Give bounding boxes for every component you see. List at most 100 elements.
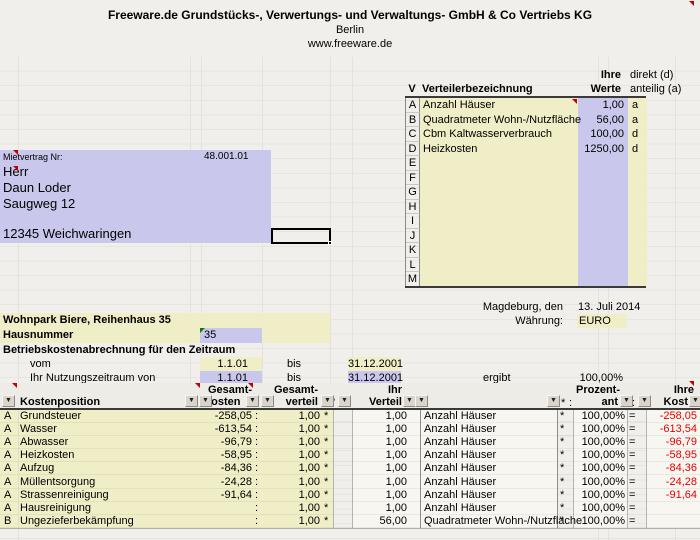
cost-cell-ihrverteil[interactable]: 1,00: [385, 475, 407, 488]
cost-cell-star1[interactable]: *: [324, 514, 329, 527]
verteiler-row-key[interactable]: L: [406, 257, 420, 273]
filter-dropdown-button[interactable]: ▼: [246, 395, 259, 407]
cost-cell-ihrekosten[interactable]: -84,36: [665, 462, 697, 475]
verteiler-col-bezeichnung[interactable]: Verteilerbezeichnung: [422, 83, 533, 95]
currency-label[interactable]: Währung:: [515, 315, 563, 327]
cost-cell-ihrverteil[interactable]: 1,00: [385, 462, 407, 475]
cost-cell-equals[interactable]: =: [629, 410, 636, 422]
cost-cell-colon[interactable]: :: [255, 488, 259, 501]
verteiler-row-value[interactable]: 100,00: [590, 128, 624, 141]
header-gesamt-verteil-1[interactable]: Gesamt-: [273, 384, 318, 396]
cost-cell-star1[interactable]: *: [324, 436, 329, 449]
vom-from-cell[interactable]: 1.1.01: [200, 357, 262, 371]
cost-cell-star2[interactable]: *: [560, 449, 565, 462]
header-gesamt-kosten-1[interactable]: Gesamt-: [208, 384, 253, 396]
cost-cell-colon[interactable]: :: [255, 423, 259, 436]
cost-cell-gesamtkosten[interactable]: -24,28: [220, 475, 252, 488]
header-gesamt-verteil-2[interactable]: verteil: [285, 396, 318, 408]
cost-cell-letter[interactable]: B: [4, 514, 12, 527]
cost-cell-prozent[interactable]: 100,00%: [581, 410, 625, 422]
selected-cell[interactable]: [271, 228, 332, 245]
header-prozent-1[interactable]: Prozent-: [576, 384, 620, 396]
cost-cell-ihrekosten[interactable]: -58,95: [665, 449, 697, 462]
cost-cell-gesamtverteil[interactable]: 1,00: [298, 501, 320, 514]
cost-cell-equals[interactable]: =: [629, 436, 636, 449]
cost-cell-verteiler[interactable]: Anzahl Häuser: [424, 410, 497, 422]
company-name[interactable]: Freeware.de Grundstücks-, Verwertungs- u…: [107, 8, 593, 22]
header-ihr-verteil-1[interactable]: Ihr: [387, 384, 402, 396]
cost-cell-verteiler[interactable]: Anzahl Häuser: [424, 449, 497, 462]
verteiler-row-key[interactable]: H: [406, 199, 420, 215]
header-gesamt-kosten-2[interactable]: kosten: [205, 396, 241, 408]
filter-dropdown-button[interactable]: ▼: [261, 395, 274, 407]
nutzung-to-cell[interactable]: 31.12.2001: [348, 371, 404, 385]
verteiler-row-key[interactable]: D: [406, 141, 420, 157]
filter-dropdown-button[interactable]: ▼: [2, 395, 15, 407]
header-ihre-kost-2[interactable]: Kost: [663, 396, 688, 408]
filter-dropdown-button[interactable]: ▼: [638, 395, 651, 407]
tenant-city[interactable]: 12345 Weichwaringen: [3, 226, 132, 241]
cost-cell-ihrekosten[interactable]: -96,79: [665, 436, 697, 449]
company-website[interactable]: www.freeware.de: [307, 38, 393, 50]
cost-cell-gesamtkosten[interactable]: -58,95: [220, 449, 252, 462]
verteiler-row-key[interactable]: K: [406, 243, 420, 258]
cost-cell-equals[interactable]: =: [629, 475, 636, 488]
cost-cell-gesamtkosten[interactable]: -613,54: [214, 423, 252, 436]
cost-cell-equals[interactable]: =: [629, 501, 636, 514]
cost-cell-name[interactable]: Hausreinigung: [20, 501, 91, 514]
verteiler-row-mode[interactable]: a: [632, 113, 639, 126]
verteiler-col-anteilig[interactable]: anteilig (a): [630, 83, 682, 95]
cost-cell-ihrekosten[interactable]: -613,54: [659, 423, 697, 436]
cost-cell-gesamtverteil[interactable]: 1,00: [298, 410, 320, 422]
cost-cell-prozent[interactable]: 100,00%: [581, 475, 625, 488]
ergibt-label[interactable]: ergibt: [483, 372, 511, 384]
verteiler-row-key[interactable]: C: [406, 127, 420, 142]
verteiler-row-key[interactable]: J: [406, 228, 420, 244]
hausnummer-cell[interactable]: 35: [200, 328, 262, 343]
verteiler-row-key[interactable]: I: [406, 214, 420, 229]
cost-cell-verteiler[interactable]: Anzahl Häuser: [424, 436, 497, 449]
cost-cell-letter[interactable]: A: [4, 501, 12, 514]
bis-label-1[interactable]: bis: [287, 358, 302, 370]
cost-cell-prozent[interactable]: 100,00%: [581, 488, 625, 501]
cost-cell-colon[interactable]: :: [255, 436, 259, 449]
cost-cell-letter[interactable]: A: [4, 475, 12, 488]
period-title[interactable]: Betriebskostenabrechnung für den Zeitrau…: [3, 344, 236, 356]
cost-cell-ihrverteil[interactable]: 56,00: [379, 514, 407, 527]
header-ihre-kost-1[interactable]: Ihre: [673, 384, 694, 396]
currency-cell[interactable]: EURO: [577, 314, 627, 328]
cost-cell-prozent[interactable]: 100,00%: [581, 514, 625, 527]
cost-cell-gesamtverteil[interactable]: 1,00: [298, 449, 320, 462]
cost-cell-equals[interactable]: =: [629, 514, 636, 527]
verteiler-row-label[interactable]: Quadratmeter Wohn-/Nutzfläche: [423, 113, 582, 126]
cost-cell-prozent[interactable]: 100,00%: [581, 501, 625, 514]
cost-cell-ihrverteil[interactable]: 1,00: [385, 488, 407, 501]
verteiler-row-key[interactable]: M: [406, 272, 420, 287]
cost-cell-gesamtverteil[interactable]: 1,00: [298, 514, 320, 527]
filter-dropdown-button[interactable]: ▼: [689, 395, 700, 407]
fill-handle[interactable]: [328, 241, 332, 245]
cost-cell-ihrverteil[interactable]: 1,00: [385, 436, 407, 449]
cost-cell-name[interactable]: Müllentsorgung: [20, 475, 96, 488]
cost-cell-equals[interactable]: =: [629, 423, 636, 436]
verteiler-row-key[interactable]: A: [406, 98, 420, 113]
cost-cell-star2[interactable]: *: [560, 436, 565, 449]
cost-cell-colon[interactable]: :: [255, 514, 259, 527]
cost-cell-star1[interactable]: *: [324, 462, 329, 475]
cost-cell-name[interactable]: Aufzug: [20, 462, 55, 475]
cost-cell-gesamtverteil[interactable]: 1,00: [298, 423, 320, 436]
cost-cell-ihrverteil[interactable]: 1,00: [385, 410, 407, 422]
verteiler-row-label[interactable]: Anzahl Häuser: [423, 99, 496, 111]
nutzung-label[interactable]: Ihr Nutzungszeitraum von: [30, 372, 156, 384]
header-kostenposition[interactable]: Kostenposition: [20, 396, 101, 408]
cost-cell-equals[interactable]: =: [629, 462, 636, 475]
filter-dropdown-button[interactable]: ▼: [338, 395, 351, 407]
cost-cell-ihrverteil[interactable]: 1,00: [385, 449, 407, 462]
verteiler-row-key[interactable]: F: [406, 170, 420, 186]
cost-cell-ihrekosten[interactable]: -91,64: [665, 488, 697, 501]
filter-dropdown-button[interactable]: ▼: [415, 395, 428, 407]
bis-label-2[interactable]: bis: [287, 372, 302, 384]
company-city[interactable]: Berlin: [335, 24, 365, 36]
place-label[interactable]: Magdeburg, den: [482, 301, 563, 313]
cost-cell-letter[interactable]: A: [4, 436, 12, 449]
